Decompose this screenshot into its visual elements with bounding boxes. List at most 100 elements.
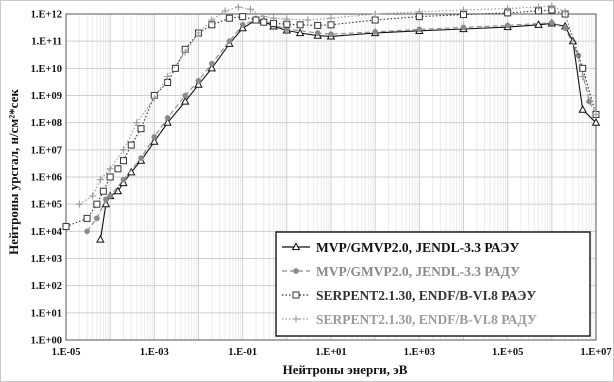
x-tick-label: 1.E+01 <box>315 347 346 358</box>
data-point <box>93 200 101 208</box>
y-tick-label: 1.E+08 <box>31 118 62 129</box>
y-tick-label: 1.E+00 <box>31 336 62 347</box>
data-point <box>164 79 172 87</box>
series-4 <box>75 2 600 208</box>
data-point <box>460 6 467 14</box>
y-tick-label: 1.E+09 <box>31 91 62 102</box>
data-point <box>138 155 144 161</box>
data-point <box>371 10 379 18</box>
x-tick-label: 1.E+03 <box>404 347 435 358</box>
legend-box <box>275 231 591 337</box>
data-point <box>296 21 304 29</box>
y-tick-label: 1.E+01 <box>31 308 62 319</box>
x-tick-label: 1.E-03 <box>140 347 169 358</box>
data-point <box>182 92 189 99</box>
data-point <box>106 165 114 173</box>
legend-label: SERPENT2.1.30, ENDF/B-VI.8 РАЭУ <box>316 288 536 303</box>
data-point <box>579 73 587 81</box>
series-line <box>79 5 597 205</box>
data-point <box>107 193 114 199</box>
legend-entry: SERPENT2.1.30, ENDF/B-VI.8 РАЭУ <box>282 288 536 303</box>
data-point <box>221 7 229 15</box>
y-tick-label: 1.E+07 <box>31 145 62 156</box>
legend-entry: MVP/GMVP2.0, JENDL-3.3 РАЭУ <box>282 240 519 255</box>
data-point <box>260 13 268 21</box>
data-point <box>504 4 512 12</box>
data-point <box>62 223 70 231</box>
legend-label: MVP/GMVP2.0, JENDL-3.3 РАДУ <box>316 264 520 279</box>
y-tick-label: 1.E+12 <box>31 10 62 21</box>
data-point <box>548 19 555 26</box>
data-point <box>89 192 97 200</box>
data-point <box>293 268 299 274</box>
x-tick-label: 1.E-05 <box>52 347 81 358</box>
data-point <box>591 118 601 126</box>
data-point <box>562 25 568 32</box>
data-point <box>592 110 600 118</box>
data-point <box>328 31 334 38</box>
y-axis: 1.E+00 1.E+01 1.E+02 1.E+03 1.E+04 1.E+05 1.E+… <box>31 10 63 347</box>
data-point <box>164 73 172 81</box>
data-point <box>535 3 543 11</box>
y-tick-label: 1.E+06 <box>31 173 62 184</box>
data-point <box>163 118 172 126</box>
data-point <box>195 77 202 84</box>
x-tick-label: 1.E+05 <box>492 347 523 358</box>
data-point <box>371 16 379 24</box>
data-point <box>234 3 242 11</box>
data-point <box>283 15 291 23</box>
y-axis-title: Нейтроны урсгал, н/см²*сек <box>6 89 21 255</box>
legend-entry: MVP/GMVP2.0, JENDL-3.3 РАДУ <box>282 264 520 279</box>
data-point <box>103 196 109 203</box>
data-point <box>207 63 217 72</box>
x-tick-label: 1.E-01 <box>228 347 257 358</box>
data-point <box>171 64 179 72</box>
data-point <box>96 176 104 184</box>
y-tick-label: 1.E+02 <box>31 281 62 292</box>
y-tick-label: 1.E+11 <box>31 37 62 48</box>
x-axis-title: Нейтроны энерги, эВ <box>283 362 408 377</box>
data-point <box>180 96 190 105</box>
data-point <box>83 214 91 222</box>
data-point <box>504 22 511 29</box>
data-point <box>314 21 322 29</box>
data-point <box>208 16 216 24</box>
data-point <box>99 187 107 195</box>
data-point <box>195 29 202 37</box>
data-point <box>120 176 127 183</box>
data-point <box>314 30 321 36</box>
data-point <box>291 242 301 251</box>
data-point <box>561 8 569 16</box>
data-point <box>114 165 122 173</box>
data-point <box>137 125 145 133</box>
data-point <box>292 315 300 323</box>
data-point <box>208 60 215 67</box>
data-point <box>150 94 158 102</box>
series-3 <box>62 6 600 231</box>
legend-entry: SERPENT2.1.30, ENDF/B-VI.8 РАДУ <box>282 312 537 327</box>
data-point <box>127 141 135 149</box>
data-point <box>415 8 423 16</box>
data-point <box>460 24 467 31</box>
x-axis: 1.E-05 1.E-03 1.E-01 1.E+01 1.E+03 1.E+05 1.E+… <box>52 347 612 358</box>
data-point <box>164 115 171 121</box>
data-point <box>119 146 127 154</box>
data-point <box>239 21 246 28</box>
x-tick-label: 1.E+07 <box>580 347 611 358</box>
data-point <box>113 186 123 195</box>
series-layer <box>62 2 601 243</box>
data-point <box>239 13 247 21</box>
data-point <box>578 105 587 113</box>
data-point <box>372 29 379 35</box>
data-point <box>151 134 158 140</box>
data-point <box>416 26 423 33</box>
legend-label: MVP/GMVP2.0, JENDL-3.3 РАЭУ <box>316 240 519 255</box>
y-tick-label: 1.E+10 <box>31 64 62 75</box>
data-point <box>252 16 260 24</box>
data-point <box>548 2 556 10</box>
data-point <box>270 14 278 22</box>
data-point <box>150 137 159 145</box>
data-point <box>96 234 105 243</box>
data-point <box>84 228 90 235</box>
